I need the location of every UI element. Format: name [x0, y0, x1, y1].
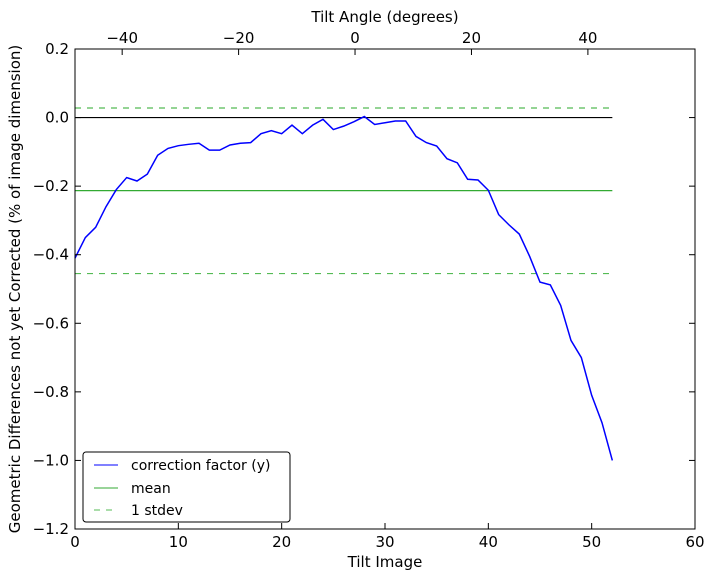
- top-x-tick-label: −40: [106, 29, 138, 47]
- series-lines: [74, 107, 614, 461]
- top-x-tick-label: 0: [350, 29, 360, 47]
- x-tick-label: 50: [582, 533, 601, 551]
- x-axis-label: Tilt Image: [347, 553, 423, 571]
- x-tick-label: 40: [479, 533, 498, 551]
- y-tick-label: 0.0: [45, 109, 69, 127]
- y-tick-label: −0.8: [33, 383, 69, 401]
- legend: correction factor (y) mean 1 stdev: [82, 451, 291, 523]
- y-tick-label: 0.2: [45, 40, 69, 58]
- top-x-tick-label: −20: [223, 29, 255, 47]
- axis-ticks: 0 10 20 30 40 50 60 0.2 0.0 −0.2 −0.4 −0.6 −0.8 −1.0 −…: [33, 29, 705, 551]
- x-tick-label: 60: [685, 533, 704, 551]
- legend-label-stdev: 1 stdev: [131, 503, 183, 519]
- x-tick-label: 0: [70, 533, 80, 551]
- top-x-axis-label: Tilt Angle (degrees): [310, 8, 458, 26]
- y-tick-label: −0.6: [33, 314, 69, 332]
- legend-label-correction: correction factor (y): [131, 458, 270, 474]
- y-tick-label: −0.4: [33, 246, 69, 264]
- top-x-tick-label: 40: [578, 29, 597, 47]
- x-tick-label: 10: [169, 533, 188, 551]
- y-axis-label: Geometric Differences not yet Corrected …: [6, 45, 24, 534]
- y-tick-label: −0.2: [33, 177, 69, 195]
- y-tick-label: −1.2: [33, 520, 69, 538]
- x-tick-label: 30: [375, 533, 394, 551]
- series-correction-factor-y-: [74, 115, 614, 461]
- legend-label-mean: mean: [131, 481, 171, 497]
- legend-box: [82, 451, 291, 523]
- y-tick-label: −1.0: [33, 451, 69, 469]
- top-x-tick-label: 20: [462, 29, 481, 47]
- x-tick-label: 20: [272, 533, 291, 551]
